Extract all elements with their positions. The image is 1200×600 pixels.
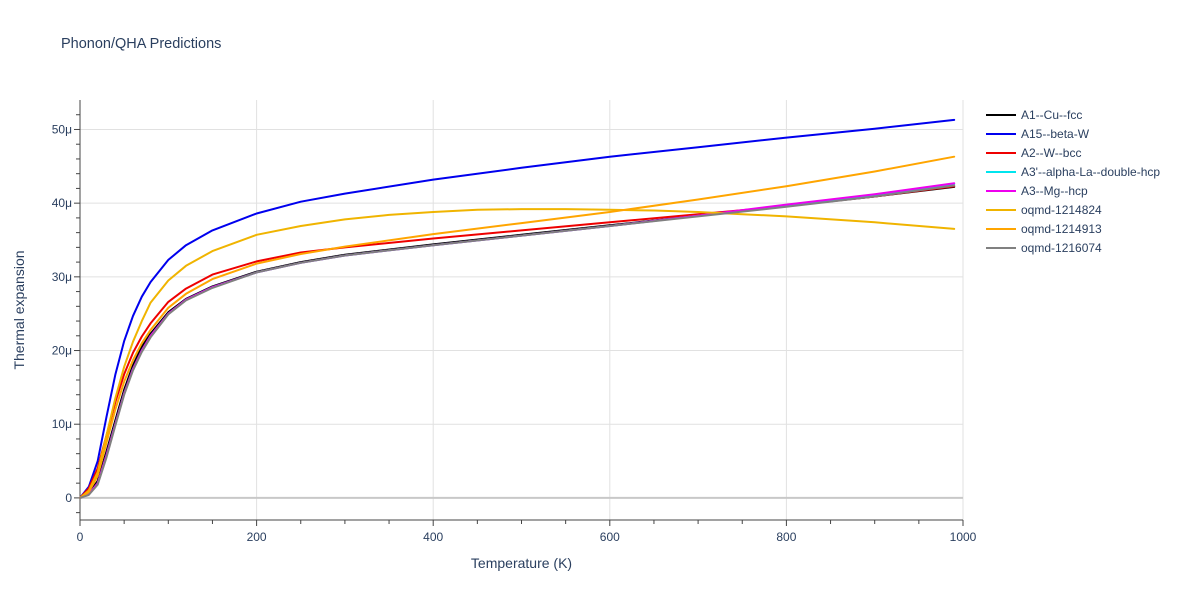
legend-item[interactable]: A3'--alpha-La--double-hcp	[986, 165, 1160, 179]
y-tick-label: 20μ	[52, 344, 72, 358]
x-tick-label: 800	[776, 530, 796, 544]
x-tick-label: 0	[77, 530, 84, 544]
y-tick-label: 30μ	[52, 270, 72, 284]
series-line-5[interactable]	[79, 208, 956, 499]
x-axis-title: Temperature (K)	[471, 555, 572, 571]
legend-label: oqmd-1216074	[1021, 241, 1102, 255]
legend-item[interactable]: A15--beta-W	[986, 127, 1090, 141]
y-tick-label: 50μ	[52, 122, 72, 136]
legend-item[interactable]: oqmd-1214824	[986, 203, 1102, 217]
axes: 0 200 400 600 800 1000 0 10μ 20μ 30μ 40μ 50μ	[52, 100, 977, 544]
legend-label: A3--Mg--hcp	[1021, 184, 1088, 198]
series-line-2[interactable]	[79, 185, 956, 499]
x-tick-label: 400	[423, 530, 443, 544]
legend[interactable]: A1--Cu--fcc A15--beta-W A2--W--bcc A3'--alp…	[986, 108, 1160, 255]
series-line-6[interactable]	[79, 155, 956, 499]
legend-item[interactable]: A2--W--bcc	[986, 146, 1081, 160]
series-lines[interactable]	[79, 118, 956, 499]
series-line-7[interactable]	[79, 184, 956, 499]
legend-item[interactable]: A1--Cu--fcc	[986, 108, 1082, 122]
legend-label: oqmd-1214824	[1021, 203, 1102, 217]
legend-label: A15--beta-W	[1021, 127, 1090, 141]
series-line-0[interactable]	[79, 185, 956, 499]
x-tick-label: 1000	[950, 530, 977, 544]
y-tick-label: 0	[65, 491, 72, 505]
series-line-1[interactable]	[79, 118, 956, 499]
legend-item[interactable]: oqmd-1216074	[986, 241, 1102, 255]
legend-label: A3'--alpha-La--double-hcp	[1021, 165, 1160, 179]
x-tick-label: 200	[247, 530, 267, 544]
y-tick-label: 10μ	[52, 417, 72, 431]
legend-label: A2--W--bcc	[1021, 146, 1081, 160]
legend-item[interactable]: A3--Mg--hcp	[986, 184, 1088, 198]
chart-title: Phonon/QHA Predictions	[61, 36, 222, 52]
legend-label: A1--Cu--fcc	[1021, 108, 1082, 122]
legend-item[interactable]: oqmd-1214913	[986, 222, 1102, 236]
legend-label: oqmd-1214913	[1021, 222, 1102, 236]
x-tick-label: 600	[600, 530, 620, 544]
grid-lines	[80, 100, 964, 520]
y-axis-title: Thermal expansion	[11, 250, 27, 369]
y-tick-label: 40μ	[52, 196, 72, 210]
